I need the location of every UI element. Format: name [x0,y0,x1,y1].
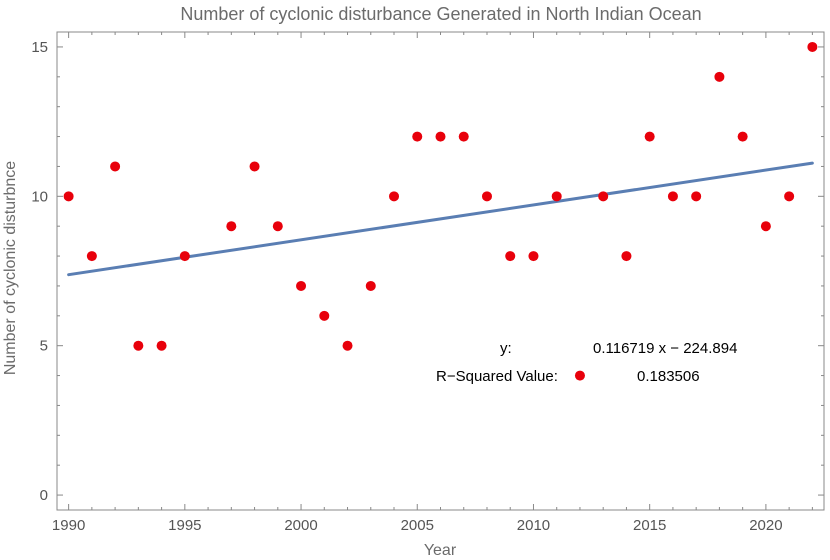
data-point [86,251,97,262]
data-point [760,221,771,232]
x-tick-label: 2020 [749,517,782,534]
x-tick-label: 2015 [633,517,666,534]
data-point [481,191,492,202]
data-point [528,251,539,262]
data-point [621,251,632,262]
y-axis-label: Number of cyclonic disturbnce [2,161,19,375]
data-point [667,191,678,202]
data-point [133,340,144,351]
data-point [249,161,260,172]
x-tick-label: 2005 [401,517,434,534]
data-point [63,191,74,202]
x-axis-label: Year [424,542,457,559]
axis-ticks: 1990 1995 2000 2005 2010 2015 2020 0 5 10 15 [31,32,824,534]
data-point [389,191,400,202]
y-tick-label: 10 [31,188,48,205]
data-point [644,131,655,142]
data-point [691,191,702,202]
x-tick-label: 1995 [168,517,201,534]
data-point [296,280,307,291]
data-point [226,221,237,232]
data-point [365,280,376,291]
equation-label: y: [500,340,512,357]
chart-title: Number of cyclonic disturbance Generated… [180,4,701,24]
plot-frame [56,31,825,511]
data-point [784,191,795,202]
data-point [737,131,748,142]
data-point [598,191,609,202]
r-squared-label: R−Squared Value: [436,368,558,385]
x-tick-label: 2010 [517,517,550,534]
data-point [156,340,167,351]
trend-line [67,161,814,277]
x-tick-label: 2000 [284,517,317,534]
data-point [319,310,330,321]
y-tick-label: 5 [40,338,48,355]
data-point [574,370,585,381]
data-point [714,71,725,82]
data-point [807,41,818,52]
data-point [505,251,516,262]
data-point [110,161,121,172]
data-points [63,41,818,381]
data-point [342,340,353,351]
y-tick-label: 15 [31,39,48,56]
data-point [435,131,446,142]
equation-value: 0.116719 x − 224.894 [593,340,737,357]
data-point [551,191,562,202]
data-point [272,221,283,232]
r-squared-value: 0.183506 [637,368,700,385]
data-point [458,131,469,142]
data-point [179,251,190,262]
x-tick-label: 1990 [52,517,85,534]
data-point [412,131,423,142]
y-tick-label: 0 [40,487,48,504]
